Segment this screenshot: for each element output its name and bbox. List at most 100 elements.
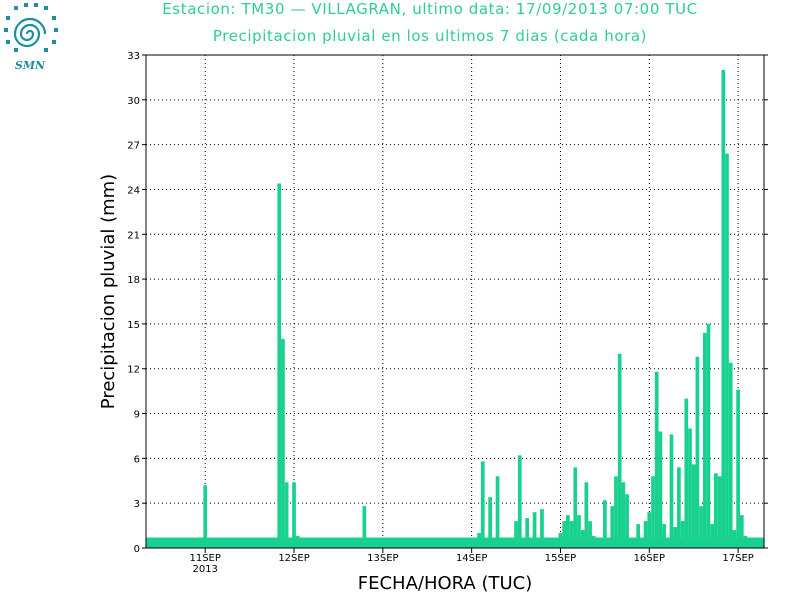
precip-bar — [488, 497, 493, 548]
precip-bar — [292, 482, 296, 548]
precip-bar — [554, 542, 559, 548]
precip-bar — [558, 533, 563, 548]
precip-bar — [584, 482, 589, 548]
y-tick-label: 21 — [127, 230, 140, 241]
precip-bar — [277, 183, 282, 548]
x-tick-label: 14SEP — [456, 553, 487, 564]
precip-bar — [647, 512, 652, 548]
precip-bar — [669, 434, 674, 548]
precip-bar — [651, 476, 655, 548]
precip-bar — [573, 467, 578, 548]
precip-bar — [480, 461, 485, 548]
x-tick-sublabel: 2013 — [192, 564, 217, 575]
precip-bar — [536, 543, 541, 548]
precip-bar — [732, 530, 737, 548]
precip-bar — [736, 389, 740, 548]
chart-subtitle: Precipitacion pluvial en los ultimos 7 d… — [212, 27, 648, 45]
precip-bar — [477, 533, 481, 548]
precip-bar — [677, 467, 681, 548]
precip-bar — [288, 542, 293, 548]
y-tick-label: 9 — [134, 410, 140, 421]
precip-bar — [529, 542, 533, 548]
precip-bar — [721, 69, 726, 548]
precip-bar — [654, 371, 659, 548]
y-tick-label: 33 — [127, 51, 140, 62]
precip-bar — [547, 543, 552, 548]
precip-bar — [710, 524, 715, 548]
x-axis-label: FECHA/HORA (TUC) — [358, 573, 533, 594]
x-tick-label: 15SEP — [545, 553, 576, 564]
precip-bar — [717, 476, 722, 548]
y-tick-label: 30 — [127, 96, 140, 107]
precip-bar — [284, 482, 289, 548]
precip-bar — [621, 482, 626, 548]
precip-bar — [662, 524, 666, 548]
precip-bar — [595, 542, 600, 548]
precip-bar — [680, 521, 685, 548]
precip-bar — [525, 518, 530, 548]
precip-bar — [591, 536, 596, 548]
precip-bar — [218, 542, 222, 548]
precip-bar — [362, 506, 367, 548]
precip-bar — [521, 542, 526, 548]
precip-bar — [617, 353, 622, 548]
precip-bar — [532, 512, 537, 548]
precip-bar — [699, 506, 703, 548]
smn-logo: SMN — [4, 3, 58, 72]
precip-bar — [599, 539, 604, 548]
precip-bar — [432, 543, 437, 548]
precip-bar — [355, 543, 359, 548]
precip-bar — [658, 431, 663, 548]
precip-bar — [688, 428, 692, 548]
precip-bar — [588, 521, 592, 548]
precip-bar — [610, 506, 615, 548]
precip-bar — [628, 539, 633, 548]
precip-bar — [492, 543, 496, 548]
precip-bar — [577, 515, 581, 548]
precip-bar — [273, 542, 278, 548]
precip-bar — [625, 494, 629, 548]
precip-bar — [695, 356, 700, 548]
precip-bar — [684, 398, 689, 548]
precip-bar — [207, 543, 211, 548]
x-tick-label: 11SEP — [189, 553, 220, 564]
precip-bar — [173, 543, 178, 548]
baseline-band — [146, 537, 764, 548]
precip-bar — [484, 543, 489, 548]
y-tick-label: 15 — [127, 320, 140, 331]
x-tick-label: 12SEP — [278, 553, 309, 564]
precip-bar — [640, 542, 644, 548]
precip-bar — [728, 362, 733, 548]
precip-bar — [580, 530, 585, 548]
precip-bar — [503, 543, 507, 548]
y-axis-label: Precipitacion pluvial (mm) — [98, 174, 119, 409]
logo-text: SMN — [15, 59, 46, 72]
precip-bar — [543, 540, 548, 548]
precip-bar — [566, 515, 570, 548]
precip-bar — [495, 476, 500, 548]
y-tick-label: 12 — [127, 365, 140, 376]
y-tick-label: 0 — [134, 544, 140, 555]
precip-bar — [606, 543, 611, 548]
x-tick-label: 13SEP — [367, 553, 398, 564]
precip-bar — [603, 500, 607, 548]
precip-bar — [702, 332, 707, 548]
precip-bar — [725, 153, 729, 548]
precip-bar — [506, 540, 511, 548]
y-tick-label: 6 — [134, 454, 140, 465]
precip-bar — [358, 542, 363, 548]
x-tick-label: 16SEP — [634, 553, 665, 564]
precip-bar — [203, 485, 208, 548]
y-tick-label: 18 — [127, 275, 140, 286]
y-tick-label: 27 — [127, 141, 140, 152]
precip-bar — [214, 542, 219, 548]
precip-bar — [665, 540, 670, 548]
precip-bar — [636, 524, 641, 548]
precip-bar — [295, 536, 300, 548]
precip-bar — [540, 509, 544, 548]
plot-frame — [145, 54, 765, 549]
precip-bar — [281, 338, 285, 548]
precip-bar — [673, 527, 678, 548]
precip-bar — [714, 473, 718, 548]
